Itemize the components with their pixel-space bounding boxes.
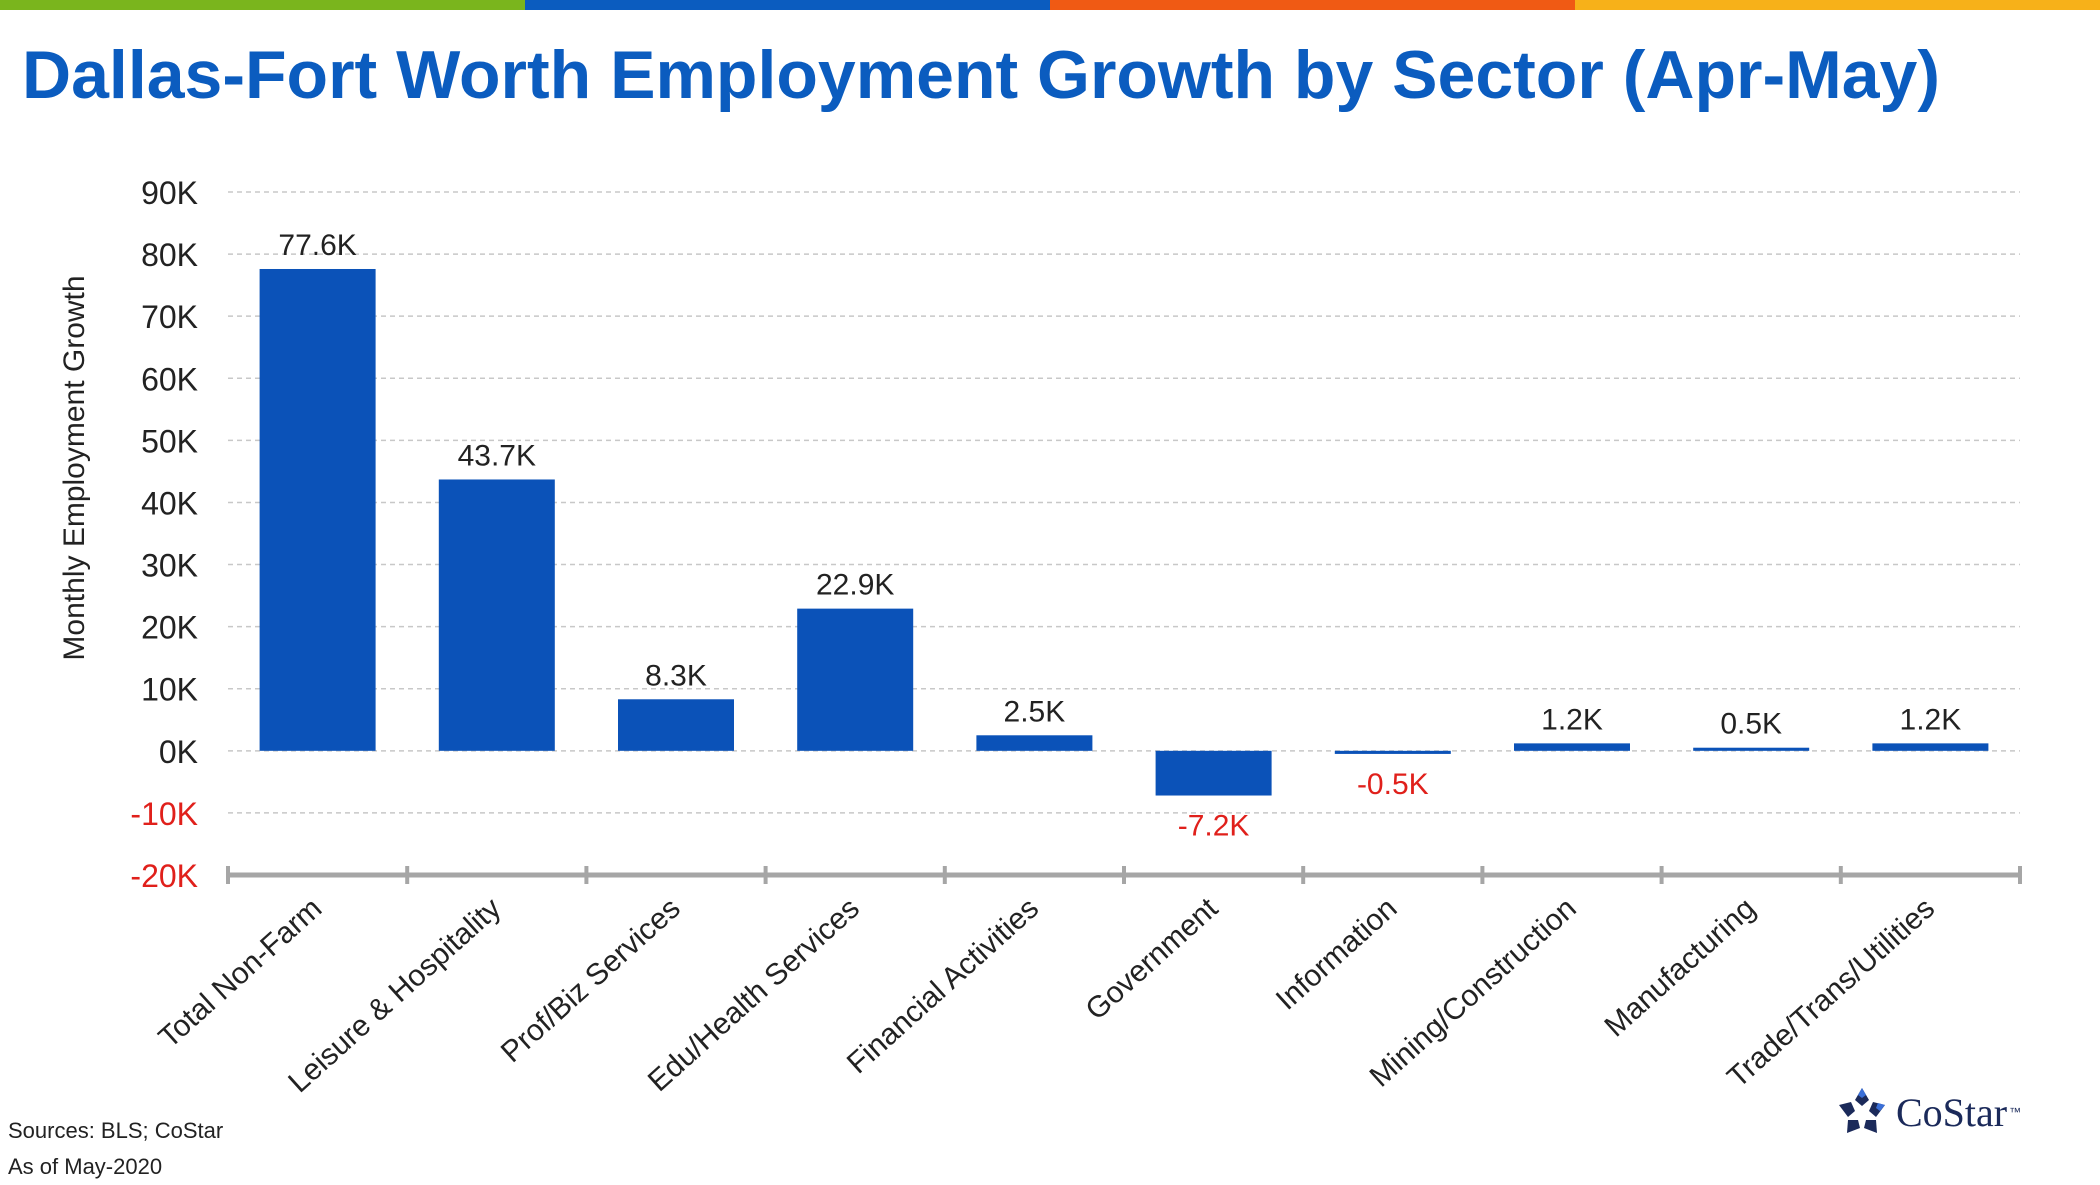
y-axis-title: Monthly Employment Growth [58,275,91,660]
bar [618,699,734,751]
y-tick-label: 60K [141,361,198,397]
y-tick-label: 40K [141,485,198,521]
data-label: 8.3K [645,659,707,692]
bar [976,735,1093,751]
y-tick-label: 30K [141,548,198,584]
costar-logo: CoStar ™ [1836,1086,2021,1138]
bar [797,608,914,751]
data-label: 43.7K [458,439,536,472]
data-label: -0.5K [1357,768,1429,801]
top-bar-segment-blue [525,0,1050,10]
category-label: Prof/Biz Services [495,892,687,1069]
y-tick-label: 90K [141,175,198,211]
bar [438,479,555,751]
category-label: Government [1080,891,1225,1026]
y-tick-label: 80K [141,237,198,273]
category-label: Information [1270,892,1404,1017]
top-bar-segment-green [0,0,525,10]
data-label: 2.5K [1004,695,1066,728]
top-bar-segment-orange [1050,0,1575,10]
y-tick-label: 70K [141,299,198,335]
data-label: 1.2K [1541,703,1603,736]
category-label: Financial Activities [841,892,1045,1081]
category-label: Total Non-Farm [153,892,329,1055]
bar [1693,747,1810,751]
y-tick-label: 50K [141,423,198,459]
bar [1155,750,1272,796]
sources-note: Sources: BLS; CoStar As of May-2020 [8,1113,223,1185]
costar-star-icon [1839,1088,1885,1133]
y-tick-label: -10K [130,796,198,832]
top-bar-segment-yellow [1575,0,2100,10]
page-title: Dallas-Fort Worth Employment Growth by S… [22,37,1941,113]
top-color-bar [0,0,2100,10]
costar-logo-tm: ™ [2009,1105,2022,1119]
bar [1514,743,1630,751]
y-tick-label: 10K [141,672,198,708]
bar [259,268,376,751]
costar-logo-text: CoStar [1896,1089,2008,1135]
y-tick-label: -20K [130,858,198,894]
bar [1872,743,1989,751]
data-label: 77.6K [278,229,356,262]
sources-text: Sources: BLS; CoStar [8,1118,224,1143]
y-tick-label: 20K [141,610,198,646]
y-tick-label: 0K [159,734,198,770]
bar [1334,750,1451,754]
data-label: -7.2K [1178,810,1250,843]
data-label: 1.2K [1900,703,1962,736]
data-label: 22.9K [816,569,894,602]
category-label: Manufacturing [1599,892,1762,1044]
data-label: 0.5K [1720,708,1782,741]
as-of-text: As of May-2020 [8,1154,163,1179]
